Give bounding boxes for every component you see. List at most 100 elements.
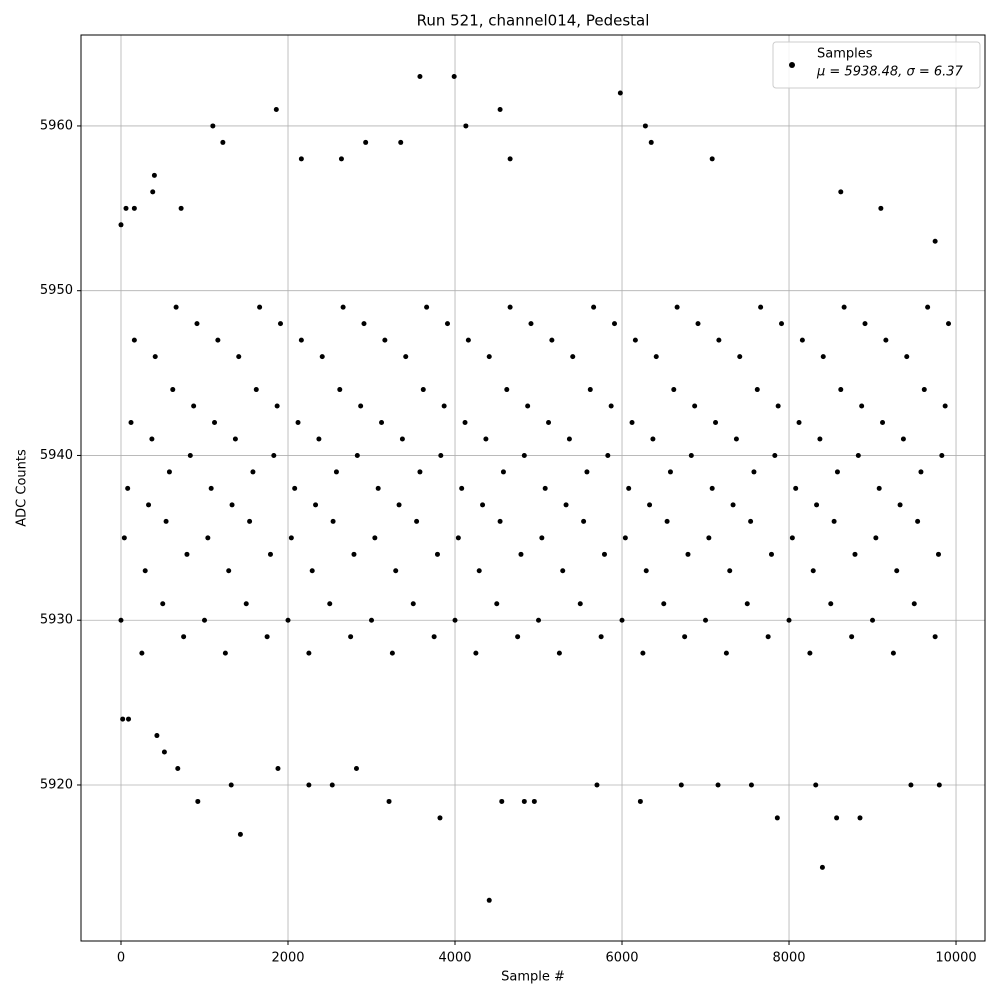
x-tick-label: 0: [117, 951, 125, 966]
point: [688, 452, 694, 458]
point: [556, 650, 562, 656]
point: [348, 634, 354, 640]
point: [925, 304, 931, 310]
point: [146, 502, 152, 508]
point: [175, 765, 181, 771]
point: [483, 436, 489, 442]
point: [737, 354, 743, 360]
y-tick-label: 5920: [40, 777, 73, 792]
point: [123, 205, 129, 211]
point: [329, 782, 335, 788]
point: [330, 518, 336, 524]
x-tick-label: 4000: [438, 951, 471, 966]
point: [626, 485, 632, 491]
point: [389, 650, 395, 656]
point: [139, 650, 145, 656]
point: [173, 304, 179, 310]
point: [166, 469, 172, 475]
point: [431, 634, 437, 640]
point: [709, 485, 715, 491]
point: [232, 436, 238, 442]
point: [890, 650, 896, 656]
point: [521, 798, 527, 804]
point: [637, 798, 643, 804]
point: [873, 535, 879, 541]
point: [897, 502, 903, 508]
point: [570, 354, 576, 360]
point: [208, 485, 214, 491]
point: [151, 172, 157, 178]
point: [250, 469, 256, 475]
point: [437, 815, 443, 821]
point: [831, 518, 837, 524]
point: [420, 387, 426, 393]
point: [605, 452, 611, 458]
point: [894, 568, 900, 574]
point: [834, 469, 840, 475]
point: [716, 337, 722, 343]
chart-title: Run 521, channel014, Pedestal: [417, 12, 650, 30]
point: [674, 304, 680, 310]
point: [463, 123, 469, 129]
point: [494, 601, 500, 607]
x-tick-label: 10000: [935, 951, 976, 966]
point: [733, 436, 739, 442]
point: [748, 518, 754, 524]
point: [748, 782, 754, 788]
point: [382, 337, 388, 343]
point: [274, 403, 280, 409]
point: [184, 551, 190, 557]
point: [560, 568, 566, 574]
point: [444, 321, 450, 327]
point: [539, 535, 545, 541]
point: [918, 469, 924, 475]
point: [417, 74, 423, 80]
point: [542, 485, 548, 491]
point: [451, 74, 457, 80]
point: [608, 403, 614, 409]
point: [695, 321, 701, 327]
point: [549, 337, 555, 343]
x-tick-label: 2000: [271, 951, 304, 966]
point: [191, 403, 197, 409]
point: [536, 617, 542, 623]
x-tick-label: 6000: [605, 951, 638, 966]
point: [563, 502, 569, 508]
point: [243, 601, 249, 607]
point: [319, 354, 325, 360]
point: [622, 535, 628, 541]
point: [194, 321, 200, 327]
point: [414, 518, 420, 524]
point: [611, 321, 617, 327]
point: [398, 139, 404, 145]
point: [807, 650, 813, 656]
point: [682, 634, 688, 640]
point: [372, 535, 378, 541]
y-axis-label: ADC Counts: [15, 449, 30, 527]
point: [480, 502, 486, 508]
point: [819, 864, 825, 870]
point: [393, 568, 399, 574]
point: [499, 798, 505, 804]
point: [128, 420, 134, 426]
point: [205, 535, 211, 541]
point: [883, 337, 889, 343]
point: [793, 485, 799, 491]
point: [518, 551, 524, 557]
point: [640, 650, 646, 656]
point: [504, 387, 510, 393]
point: [195, 798, 201, 804]
point: [369, 617, 375, 623]
point: [617, 90, 623, 96]
point: [653, 354, 659, 360]
point: [813, 782, 819, 788]
point: [942, 403, 948, 409]
legend-box: [772, 41, 981, 89]
point: [229, 502, 235, 508]
point: [820, 354, 826, 360]
point: [337, 387, 343, 393]
point: [181, 634, 187, 640]
point: [273, 106, 279, 112]
y-tick-label: 5930: [40, 613, 73, 628]
point: [142, 568, 148, 574]
